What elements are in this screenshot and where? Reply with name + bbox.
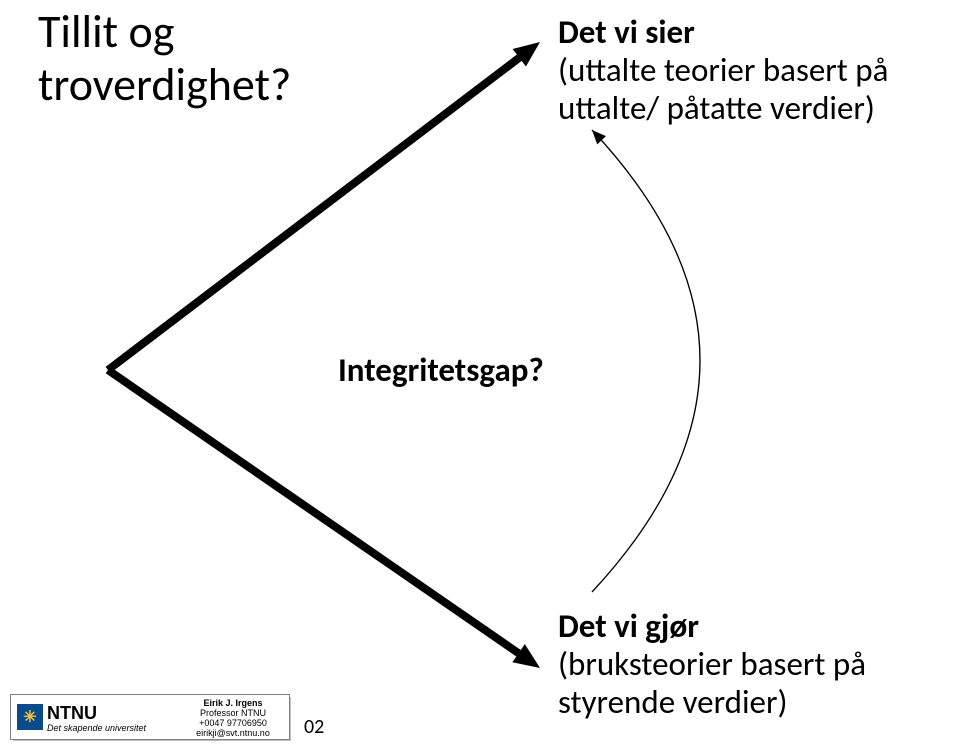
footer-meta: Eirik J. Irgens Professor NTNU +0047 977… xyxy=(179,699,287,739)
slide: { "title_line1": "Tillit og", "title_lin… xyxy=(0,0,960,748)
top-arm-line2: (uttalte teorier basert på xyxy=(558,50,888,90)
ntnu-wordmark: NTNU xyxy=(47,703,97,724)
ntnu-logo: ✳ xyxy=(17,704,43,730)
footer-phone: +0047 97706950 xyxy=(199,718,267,728)
slide-number: 02 xyxy=(304,716,324,739)
bottom-arm-line3: styrende verdier) xyxy=(558,682,787,722)
ntnu-tagline: Det skapende universitet xyxy=(47,723,146,733)
slide-title: Tillit og troverdighet? xyxy=(38,6,291,112)
gap-label: Integritetsgap? xyxy=(338,352,544,390)
top-arm-line1: Det vi sier xyxy=(558,12,695,52)
footer-card: ✳ NTNU Det skapende universitet Eirik J.… xyxy=(10,694,290,740)
title-line1: Tillit og xyxy=(38,4,174,60)
ntnu-logo-glyph: ✳ xyxy=(23,707,36,727)
title-line2: troverdighet? xyxy=(38,57,291,113)
top-arm-line3: uttalte/ påtatte verdier) xyxy=(558,88,875,128)
footer-person: Eirik J. Irgens xyxy=(203,698,262,708)
footer-role: Professor NTNU xyxy=(200,708,266,718)
bottom-arm-label: Det vi gjør (bruksteorier basert på styr… xyxy=(558,608,866,722)
footer-email: eirikji@svt.ntnu.no xyxy=(196,728,270,738)
bottom-arm-line2: (bruksteorier basert på xyxy=(558,644,866,684)
footer-card-face: ✳ NTNU Det skapende universitet Eirik J.… xyxy=(10,694,290,740)
bottom-arm-line1: Det vi gjør xyxy=(558,606,699,646)
top-arm-label: Det vi sier (uttalte teorier basert på u… xyxy=(558,14,888,128)
